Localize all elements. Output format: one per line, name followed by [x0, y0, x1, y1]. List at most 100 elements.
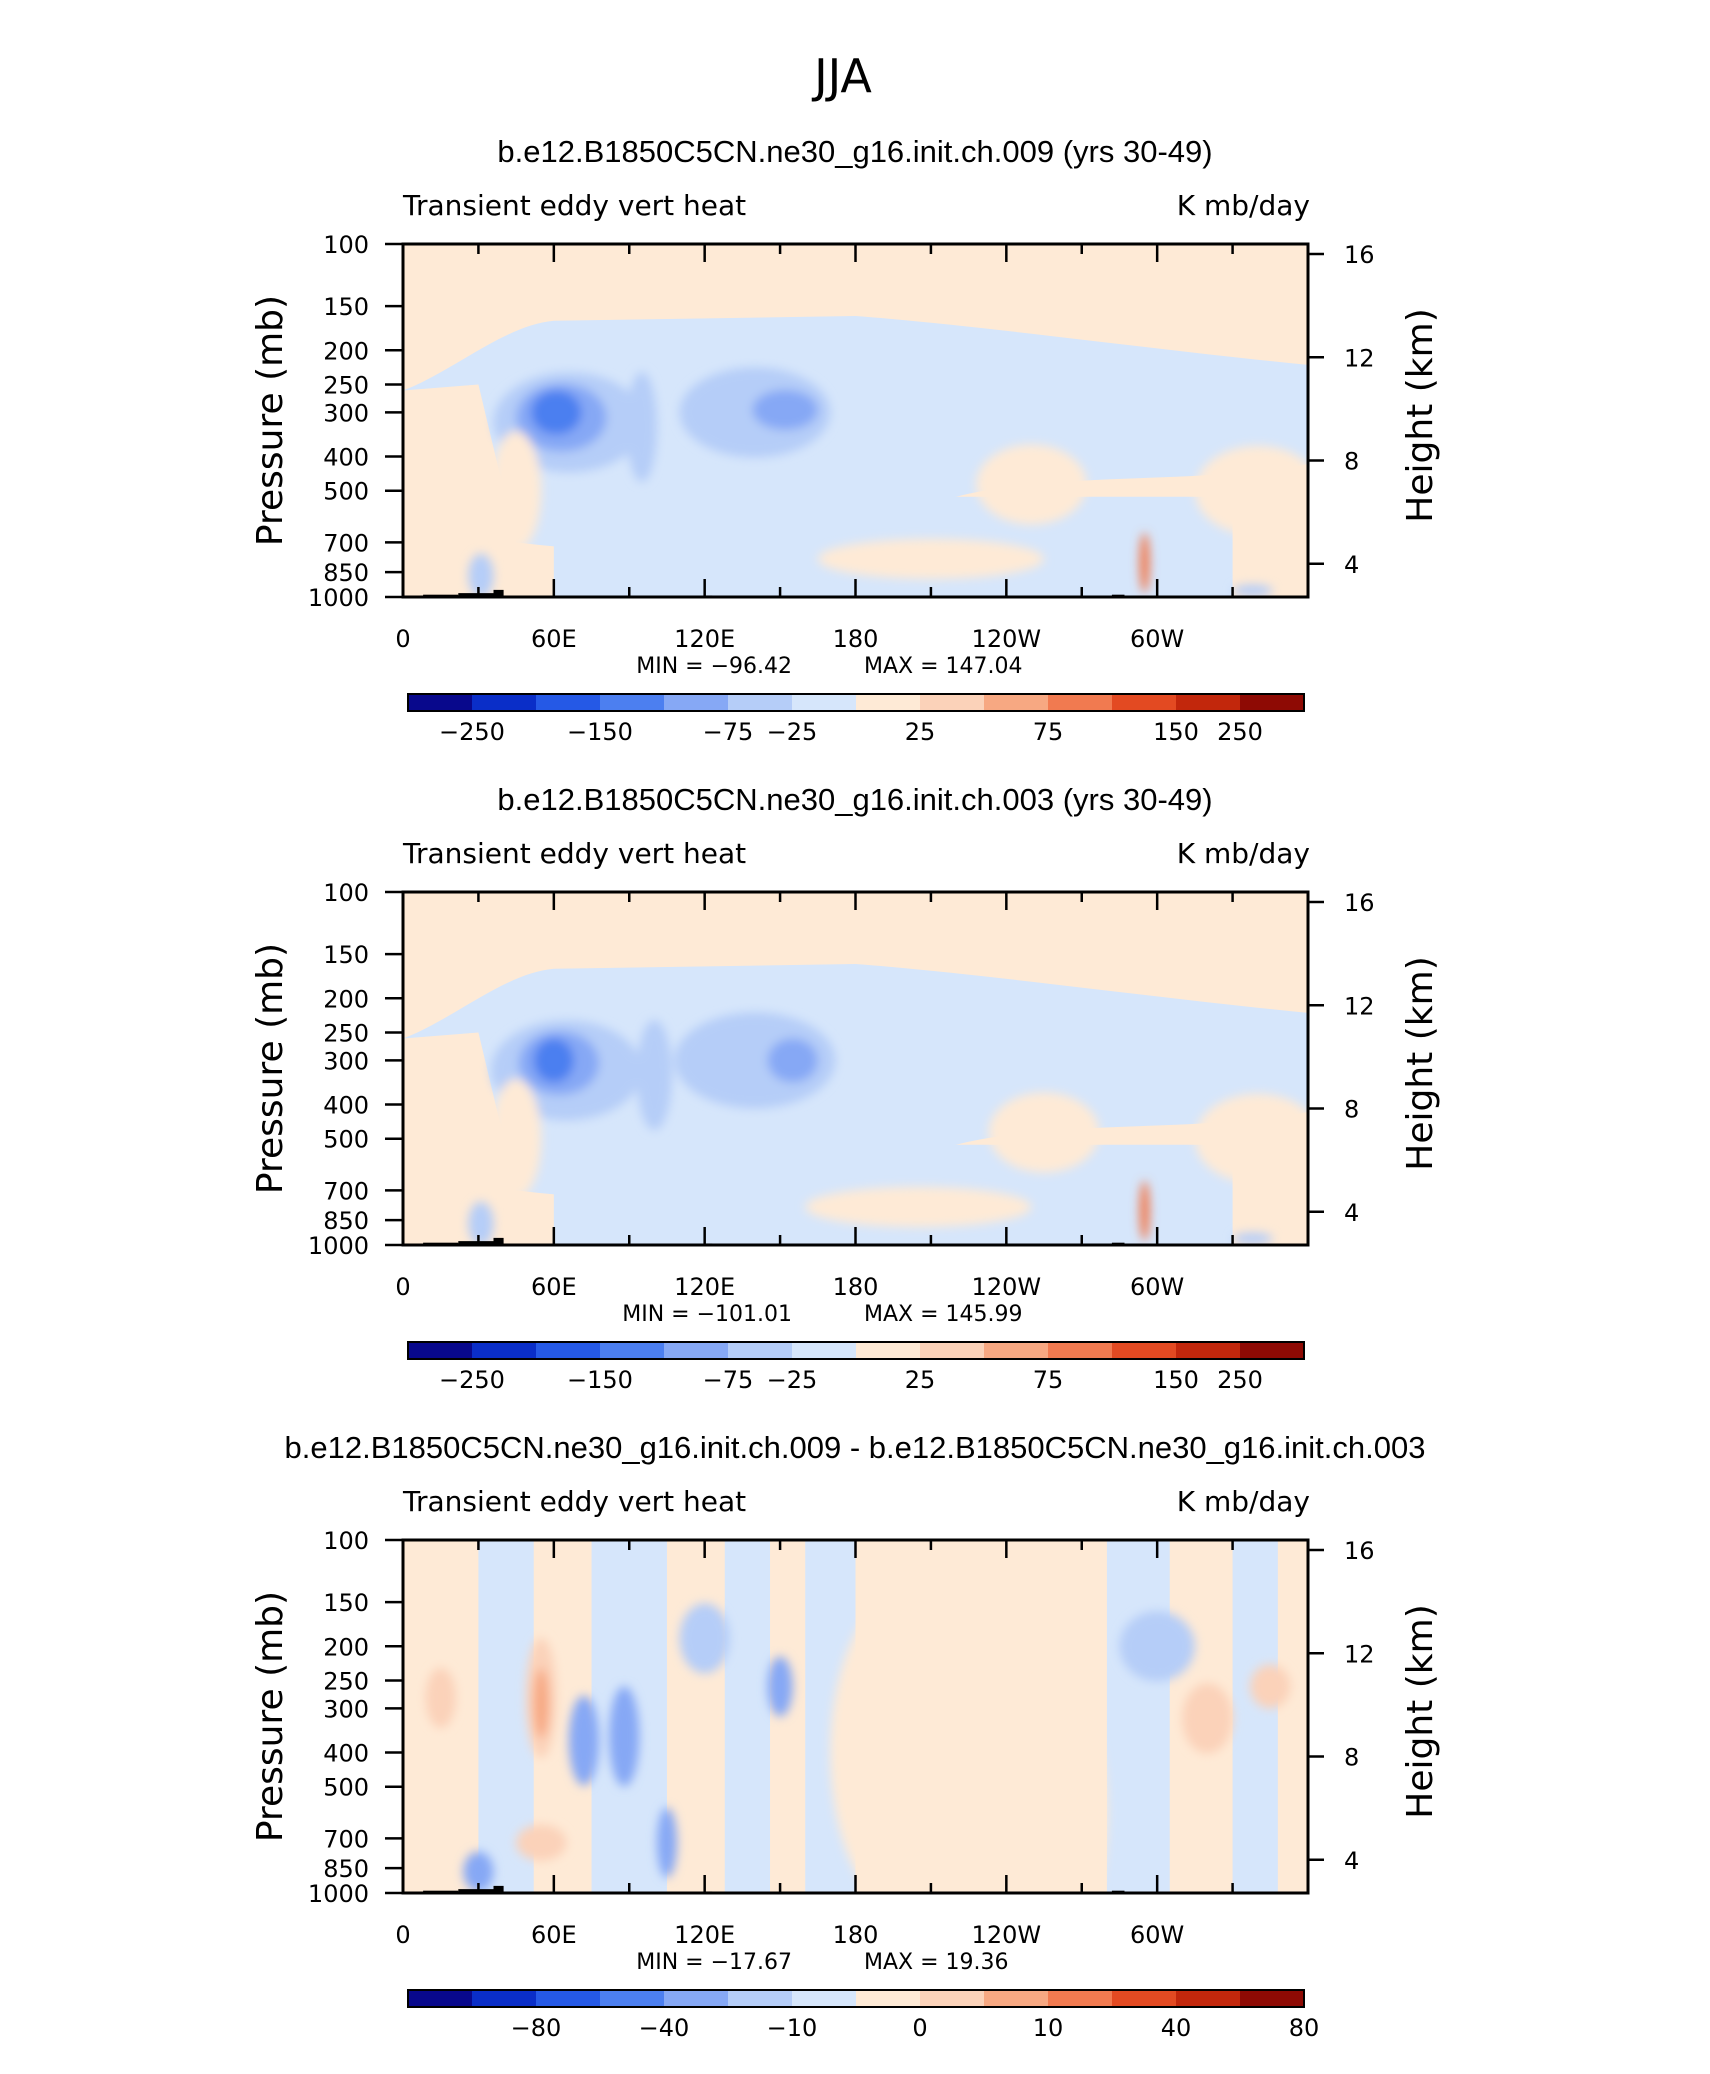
- y-tick-label: 400: [323, 1740, 369, 1768]
- y-tick-label: 100: [323, 1527, 369, 1555]
- x-tick-label: 120E: [674, 625, 735, 653]
- contour-blob: [468, 553, 494, 597]
- contour-band: [403, 316, 1308, 551]
- y-tick-label: 300: [323, 1047, 369, 1075]
- contour-blob: [830, 1592, 982, 1893]
- y-tick-label: 300: [323, 399, 369, 427]
- panel-title: b.e12.B1850C5CN.ne30_g16.init.ch.009 - b…: [285, 1430, 1426, 1465]
- y2-tick-label: 16: [1344, 889, 1375, 917]
- colorbar-swatch: [792, 694, 857, 711]
- colorbar-swatch: [792, 1342, 857, 1359]
- contour-blob: [533, 1038, 574, 1083]
- x-tick-label: 120W: [972, 1921, 1042, 1949]
- y-tick-label: 1000: [308, 1232, 369, 1260]
- y-axis-label: Pressure (mb): [250, 943, 291, 1194]
- panel-title: b.e12.B1850C5CN.ne30_g16.init.ch.009 (yr…: [497, 134, 1212, 169]
- y2-tick-label: 12: [1344, 992, 1375, 1020]
- contour-blob: [656, 1807, 678, 1878]
- colorbar-frame: [407, 1341, 1305, 1360]
- x-tick-label: 120W: [972, 1273, 1042, 1301]
- y-tick-label: 400: [323, 444, 369, 472]
- contour-field: [403, 1540, 1308, 1893]
- contour-blob: [988, 1092, 1100, 1173]
- y2-tick-label: 4: [1344, 551, 1359, 579]
- y-tick-label: 150: [323, 941, 369, 969]
- topography: [458, 1889, 494, 1893]
- max-value: MAX = 147.04: [864, 654, 1023, 679]
- colorbar-swatch: [728, 1342, 793, 1359]
- contour-blob: [626, 372, 657, 483]
- contour-blob: [468, 1201, 494, 1245]
- colorbar-label: 80: [1289, 2014, 1320, 2042]
- y2-tick-label: 4: [1344, 1847, 1359, 1875]
- contour-band: [1106, 1540, 1170, 1893]
- colorbar-swatch: [728, 1990, 793, 2007]
- panel-right-label: K mb/day: [1177, 837, 1310, 870]
- contour-blob: [1232, 1232, 1273, 1245]
- colorbar-label: −250: [439, 1366, 505, 1394]
- colorbar-swatch: [664, 1990, 729, 2007]
- panel-right-label: K mb/day: [1177, 189, 1310, 222]
- contour-blob: [533, 1668, 549, 1739]
- colorbar-swatch: [984, 1342, 1049, 1359]
- contour-blob: [609, 1686, 640, 1787]
- y-axis-label: Pressure (mb): [250, 1591, 291, 1842]
- y-tick-label: 1000: [308, 1880, 369, 1908]
- colorbar-swatch: [920, 1990, 985, 2007]
- colorbar-swatch: [408, 694, 473, 711]
- y-tick-label: 700: [323, 1177, 369, 1205]
- colorbar-label: −150: [567, 718, 633, 746]
- x-tick-label: 60E: [531, 1921, 577, 1949]
- y-tick-label: 1000: [308, 584, 369, 612]
- colorbar-label: 0: [912, 2014, 927, 2042]
- colorbar-swatch: [536, 694, 601, 711]
- contour-band: [724, 1540, 771, 1893]
- contour-blob: [679, 1603, 730, 1674]
- y2-tick-label: 8: [1344, 448, 1359, 476]
- colorbar-label: 25: [905, 1366, 936, 1394]
- x-tick-label: 0: [395, 1273, 410, 1301]
- colorbar-swatch: [1048, 694, 1113, 711]
- colorbar-swatch: [536, 1342, 601, 1359]
- colorbar-swatch: [600, 1342, 665, 1359]
- y-tick-label: 150: [323, 293, 369, 321]
- colorbar-swatch: [1112, 694, 1177, 711]
- colorbar-swatch: [984, 694, 1049, 711]
- colorbar-swatch: [1240, 1342, 1305, 1359]
- y2-tick-label: 12: [1344, 344, 1375, 372]
- colorbar-swatch: [472, 1342, 537, 1359]
- contour-field: [403, 244, 1308, 597]
- contour-blob: [1006, 1674, 1107, 1893]
- topography: [458, 1241, 494, 1245]
- colorbar-swatch: [664, 1342, 729, 1359]
- colorbar-swatch: [1240, 1990, 1305, 2007]
- colorbar-frame: [407, 1989, 1305, 2008]
- colorbar-swatch: [1048, 1990, 1113, 2007]
- panel-3: b.e12.B1850C5CN.ne30_g16.init.ch.009 - b…: [250, 1430, 1441, 2042]
- max-value: MAX = 145.99: [864, 1302, 1023, 1327]
- x-tick-label: 60W: [1130, 1273, 1184, 1301]
- colorbar-label: 150: [1153, 718, 1199, 746]
- topography: [458, 593, 494, 597]
- contour-field: [403, 892, 1308, 1245]
- colorbar-frame: [407, 693, 1305, 712]
- contour-blob: [490, 430, 542, 551]
- colorbar-label: −40: [639, 2014, 690, 2042]
- colorbar-swatch: [472, 694, 537, 711]
- y-tick-label: 850: [323, 1855, 369, 1883]
- min-value: MIN = −17.67: [636, 1950, 792, 1975]
- x-tick-label: 60E: [531, 625, 577, 653]
- y-tick-label: 250: [323, 371, 369, 399]
- y-tick-label: 200: [323, 337, 369, 365]
- colorbar-label: −80: [511, 2014, 562, 2042]
- contour-blob: [423, 1072, 484, 1153]
- x-tick-label: 180: [833, 625, 879, 653]
- y-tick-label: 500: [323, 1774, 369, 1802]
- colorbar-label: −250: [439, 718, 505, 746]
- colorbar-label: −75: [703, 718, 754, 746]
- y-tick-label: 100: [323, 231, 369, 259]
- y-tick-label: 100: [323, 879, 369, 907]
- topography: [493, 1237, 504, 1245]
- colorbar-swatch: [1112, 1990, 1177, 2007]
